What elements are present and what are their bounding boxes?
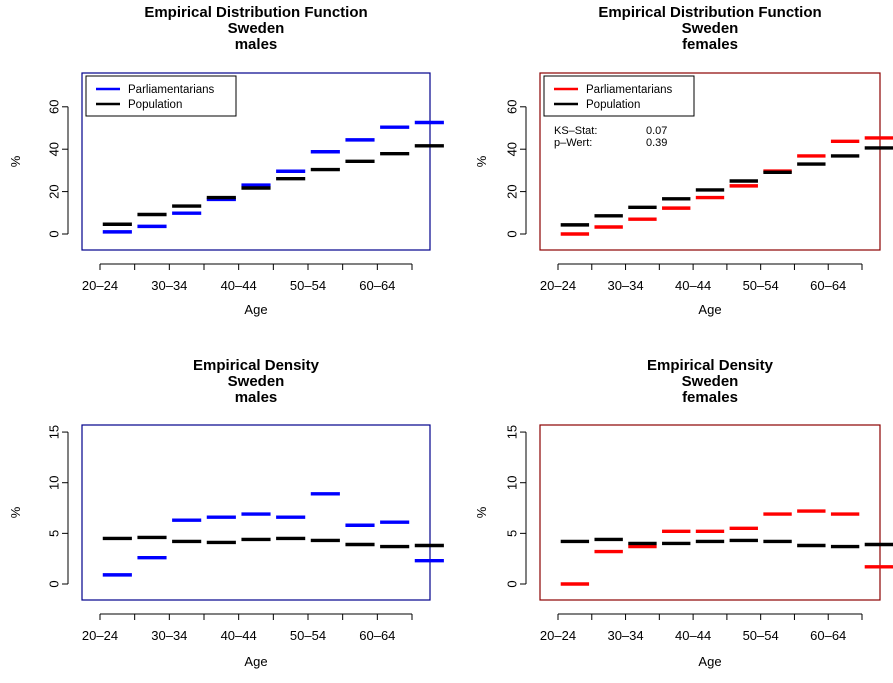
legend-label: Population (128, 99, 182, 111)
x-tick-label: 50–54 (743, 278, 779, 293)
x-tick-label: 30–34 (151, 278, 187, 293)
y-tick-label: 60 (47, 100, 62, 114)
y-axis-label: % (8, 155, 23, 167)
plot-frame-1 (539, 72, 881, 251)
x-tick-label: 50–54 (743, 628, 779, 643)
chart-title-line-1: Sweden (682, 20, 739, 37)
x-axis-label: Age (698, 654, 721, 669)
x-tick-label: 50–54 (290, 628, 326, 643)
y-tick-label: 5 (505, 530, 520, 537)
y-tick-label: 5 (47, 530, 62, 537)
y-tick-label: 15 (47, 425, 62, 439)
x-axis-label: Age (244, 654, 267, 669)
y-tick-label: 0 (505, 230, 520, 237)
chart-title-line-1: Sweden (228, 373, 285, 390)
ks-value: 0.07 (646, 125, 667, 137)
chart-title-line-2: females (682, 389, 738, 406)
y-tick-label: 0 (505, 580, 520, 587)
y-tick-label: 10 (47, 475, 62, 489)
legend-box (543, 75, 695, 117)
y-axis-label: % (8, 506, 23, 518)
legend-box (85, 75, 237, 117)
y-axis-label: % (474, 506, 489, 518)
legend-label: Population (586, 99, 640, 111)
x-tick-label: 30–34 (607, 278, 643, 293)
x-tick-label: 50–54 (290, 278, 326, 293)
chart-title-line-0: Empirical Density (193, 357, 320, 374)
x-tick-label: 20–24 (82, 628, 118, 643)
x-tick-label: 60–64 (810, 628, 846, 643)
x-tick-label: 60–64 (359, 278, 395, 293)
x-tick-label: 40–44 (675, 278, 711, 293)
y-tick-label: 60 (505, 100, 520, 114)
y-tick-label: 10 (505, 475, 520, 489)
chart-title-line-0: Empirical Distribution Function (598, 4, 821, 21)
x-axis-label: Age (698, 302, 721, 317)
chart-title-line-2: males (235, 36, 278, 53)
x-tick-label: 60–64 (359, 628, 395, 643)
chart-title-line-0: Empirical Distribution Function (144, 4, 367, 21)
plot-frame-0 (81, 72, 431, 251)
x-tick-label: 40–44 (221, 628, 257, 643)
legend-label: Parliamentarians (128, 84, 215, 96)
chart-title-line-1: Sweden (228, 20, 285, 37)
ks-label: KS–Stat: (554, 125, 597, 137)
y-tick-label: 20 (505, 184, 520, 198)
chart-title-line-2: males (235, 389, 278, 406)
x-axis-label: Age (244, 302, 267, 317)
y-axis-label: % (474, 155, 489, 167)
y-tick-label: 15 (505, 425, 520, 439)
y-tick-label: 20 (47, 184, 62, 198)
chart-title-line-1: Sweden (682, 373, 739, 390)
x-tick-label: 60–64 (810, 278, 846, 293)
plot-frame-2 (81, 424, 431, 601)
y-tick-label: 0 (47, 230, 62, 237)
plot-frame-3 (539, 424, 881, 601)
x-tick-label: 30–34 (607, 628, 643, 643)
x-tick-label: 30–34 (151, 628, 187, 643)
x-tick-label: 20–24 (540, 278, 576, 293)
ks-label: p–Wert: (554, 137, 592, 149)
y-tick-label: 40 (47, 142, 62, 156)
chart-title-line-0: Empirical Density (647, 357, 774, 374)
x-tick-label: 20–24 (540, 628, 576, 643)
ks-value: 0.39 (646, 137, 667, 149)
y-tick-label: 0 (47, 580, 62, 587)
x-tick-label: 40–44 (221, 278, 257, 293)
y-tick-label: 40 (505, 142, 520, 156)
legend-label: Parliamentarians (586, 84, 673, 96)
chart-title-line-2: females (682, 36, 738, 53)
x-tick-label: 20–24 (82, 278, 118, 293)
x-tick-label: 40–44 (675, 628, 711, 643)
